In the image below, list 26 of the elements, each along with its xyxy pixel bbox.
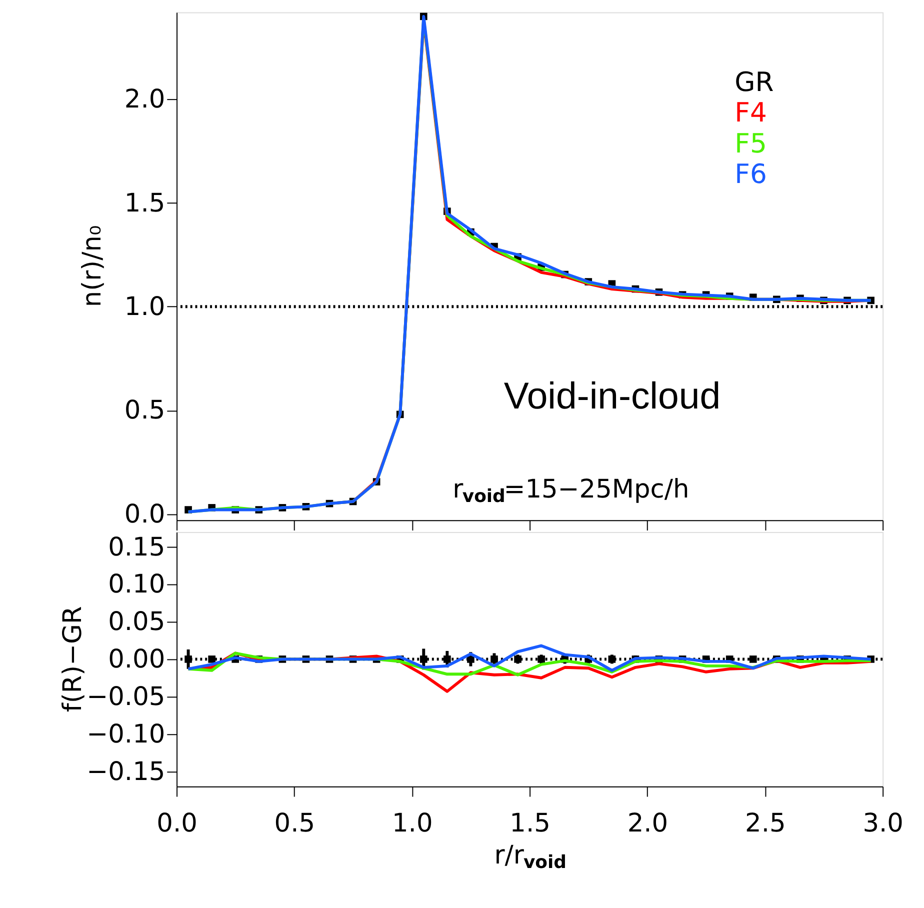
x-tick-label: 3.0: [862, 808, 904, 838]
y-tick-label: 0.0: [124, 499, 166, 530]
x-tick-label: 2.0: [627, 808, 668, 838]
y-axis-title: n(r)/n₀: [78, 225, 108, 308]
text: F4: [734, 98, 767, 129]
y-tick-label: 2.0: [124, 84, 166, 115]
y-tick-label: 1.0: [124, 292, 166, 322]
x-tick-label: 2.5: [745, 808, 786, 838]
y-tick-label: −0.10: [86, 719, 166, 750]
x-tick-label: 1.5: [510, 808, 550, 838]
y-tick-label: −0.05: [86, 682, 166, 712]
y-tick-label: 0.15: [108, 532, 166, 562]
text: F6: [734, 158, 767, 190]
y-tick-label: 0.5: [124, 396, 166, 426]
annotation: Void-in-cloud: [504, 374, 721, 416]
y-tick-label: −0.15: [86, 756, 166, 787]
x-tick-label: 0.5: [274, 808, 316, 838]
y-tick-label: 1.5: [124, 188, 166, 218]
y-tick-label: 0.10: [108, 570, 166, 600]
x-tick-label: 0.0: [156, 808, 198, 838]
text: F5: [734, 128, 767, 160]
y-axis-title: f(R)−GR: [58, 606, 88, 712]
text: GR: [734, 67, 774, 98]
y-tick-label: 0.00: [108, 644, 166, 675]
x-tick-label: 1.0: [392, 808, 433, 838]
y-tick-label: 0.05: [108, 607, 166, 638]
